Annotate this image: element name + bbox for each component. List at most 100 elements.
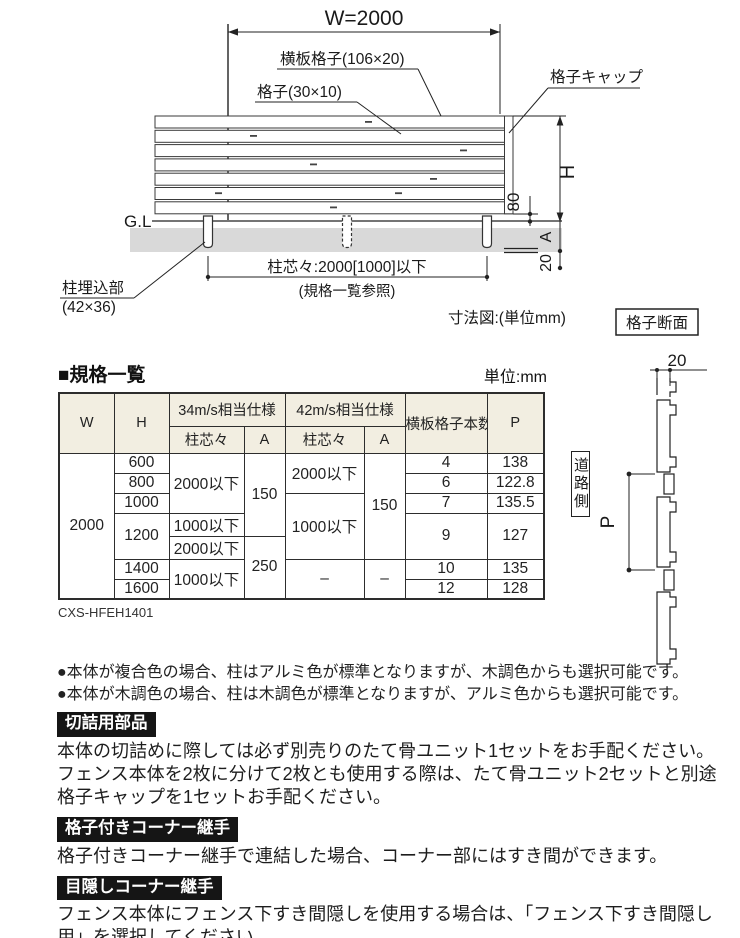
post-left xyxy=(202,215,214,249)
table-row: 1000 1000以下 7 135.5 xyxy=(59,492,545,560)
section-tag-privacy-joint: 目隠しコーナー継手 xyxy=(57,875,222,901)
section-corner-joint: 格子付きコーナー継手 格子付きコーナー継手で連結した場合、コーナー部にはすき間が… xyxy=(57,811,717,868)
cs-pitch-label: P xyxy=(598,516,619,529)
h-arrow-top xyxy=(556,116,564,126)
spec-table-block: ■規格一覧 単位:mm W H 34m/s相当仕様 42m/s相当仕様 横板格子… xyxy=(58,360,547,620)
cap-label: 格子キャップ xyxy=(550,68,644,86)
cell-s42-pitch: – xyxy=(284,558,365,600)
cs-dot-b xyxy=(668,368,672,372)
road-side-label: 道路側 xyxy=(571,451,590,517)
col-header-pitch42: 柱芯々 xyxy=(284,425,365,454)
cs-pitch-dot-top xyxy=(626,471,632,477)
section-text-privacy-joint: フェンス本体にフェンス下すき間隠しを使用する場合は、「フェンス下すき間隠し用」を… xyxy=(57,904,713,938)
cell-s34-pitch: 2000以下 xyxy=(168,452,245,514)
h-dim-label: H xyxy=(557,165,579,179)
col-header-h: H xyxy=(113,392,170,454)
cell-s34-a: 250 xyxy=(243,535,286,600)
cell-h: 1200 xyxy=(113,512,170,560)
table-head-row: ■規格一覧 単位:mm xyxy=(58,360,547,387)
col-header-spec34: 34m/s相当仕様 xyxy=(168,392,286,427)
cell-h: 1400 xyxy=(113,558,170,580)
cell-count: 12 xyxy=(404,578,488,600)
dimension-dots xyxy=(527,211,563,271)
color-notes: ●本体が複合色の場合、柱はアルミ色が標準となりますが、木調色からも選択可能です。… xyxy=(57,662,717,706)
col-header-p: P xyxy=(486,392,545,454)
post-embed-label: 柱埋込部 xyxy=(62,279,124,297)
post-right xyxy=(481,215,493,249)
post-middle xyxy=(341,215,353,249)
table-row: 1200 1000以下 9 127 xyxy=(59,512,545,560)
cell-s42-pitch: 1000以下 xyxy=(284,492,365,560)
table-row: 800 6 122.8 xyxy=(59,472,545,494)
table-title: ■規格一覧 xyxy=(58,365,146,386)
cell-s42-a: – xyxy=(363,558,406,600)
cell-s34-pitch: 2000以下 xyxy=(168,535,245,560)
fence-dimension-drawing: W=2000 横板格子(106×20) 格子(30× xyxy=(60,7,699,336)
table-row: 1400 1000以下 – – 10 135 xyxy=(59,558,545,600)
cell-count: 6 xyxy=(404,472,488,494)
cell-p: 122.8 xyxy=(486,472,545,494)
bottom-text-block: ●本体が複合色の場合、柱はアルミ色が標準となりますが、木調色からも選択可能です。… xyxy=(57,662,717,938)
section-tag-cut-parts: 切詰用部品 xyxy=(57,712,156,737)
w-arrow-left xyxy=(228,28,238,36)
col-header-pitch34: 柱芯々 xyxy=(168,425,245,454)
right-dimension-lines xyxy=(504,115,566,270)
h-arrow-bottom xyxy=(556,212,564,222)
cell-s42-a: 150 xyxy=(363,452,406,560)
section-tag-box xyxy=(615,308,699,336)
board-joint-marks xyxy=(215,121,467,209)
cell-s42-pitch: 2000以下 xyxy=(284,452,365,494)
cs-board-partial xyxy=(656,378,677,397)
table-row: 2000以下 250 xyxy=(59,535,544,600)
col-header-w: W xyxy=(58,392,115,454)
dim-a-label: A xyxy=(538,231,555,242)
cell-h: 1600 xyxy=(113,578,170,600)
pitch-dot-right xyxy=(484,274,490,280)
note-line: ●本体が木調色の場合、柱は木調色が標準となりますが、アルミ色からも選択可能です。 xyxy=(57,686,689,703)
cs-dot-a xyxy=(655,368,659,372)
section-privacy-joint: 目隠しコーナー継手 フェンス本体にフェンス下すき間隠しを使用する場合は、「フェン… xyxy=(57,870,717,938)
cell-count: 9 xyxy=(404,512,488,560)
section-tag-corner-joint: 格子付きコーナー継手 xyxy=(57,816,238,842)
cell-p: 128 xyxy=(486,578,545,600)
cell-count: 7 xyxy=(404,492,488,514)
lattice-cross-section: 20 P xyxy=(598,351,707,665)
cell-h: 600 xyxy=(113,452,170,474)
post-embed-leader xyxy=(60,241,206,299)
ground-line-label: G.L xyxy=(124,212,151,231)
drawing-unit-note: 寸法図:(単位mm) xyxy=(448,309,566,327)
lattice-leader xyxy=(255,101,402,135)
cell-s34-pitch: 1000以下 xyxy=(168,558,245,600)
cs-dim-20-label: 20 xyxy=(668,351,687,370)
post-embed-size: (42×36) xyxy=(62,299,116,316)
col-header-a42: A xyxy=(363,425,406,454)
cs-pitch-dimension xyxy=(628,473,655,571)
dim-80-label: 80 xyxy=(504,193,523,212)
product-code: CXS-HFEH1401 xyxy=(58,605,154,620)
cs-spacer-1 xyxy=(663,473,675,495)
cs-board-2 xyxy=(656,496,677,568)
w-arrow-right xyxy=(490,28,500,36)
cell-h: 1000 xyxy=(113,492,170,514)
post-pitch-note: (規格一覧参照) xyxy=(299,283,396,300)
fence-boards xyxy=(154,115,514,215)
table-row: 2000 600 2000以下 150 2000以下 150 4 138 xyxy=(58,452,545,600)
cs-board-1 xyxy=(656,399,677,473)
cell-p: 138 xyxy=(486,452,545,474)
dim-20-label: 20 xyxy=(538,254,555,272)
pitch-dot-left xyxy=(205,274,211,280)
col-header-spec42: 42m/s相当仕様 xyxy=(284,392,406,427)
cell-p: 127 xyxy=(486,512,545,560)
cell-count: 10 xyxy=(404,558,488,580)
board-label: 横板格子(106×20) xyxy=(280,50,404,68)
end-cap xyxy=(504,115,514,215)
section-cut-parts: 切詰用部品 本体の切詰めに際しては必ず別売りのたて骨ユニット1セットをお手配くだ… xyxy=(57,706,717,809)
spec-table: W H 34m/s相当仕様 42m/s相当仕様 横板格子本数 P 柱芯々 A 柱… xyxy=(58,392,545,600)
cell-p: 135 xyxy=(486,558,545,580)
cs-pitch-dot-bottom xyxy=(626,567,632,573)
table-row: 1600 12 128 xyxy=(59,578,545,600)
cell-h: 800 xyxy=(113,472,170,494)
lattice-label: 格子(30×10) xyxy=(257,83,342,101)
col-header-count: 横板格子本数 xyxy=(404,392,488,454)
